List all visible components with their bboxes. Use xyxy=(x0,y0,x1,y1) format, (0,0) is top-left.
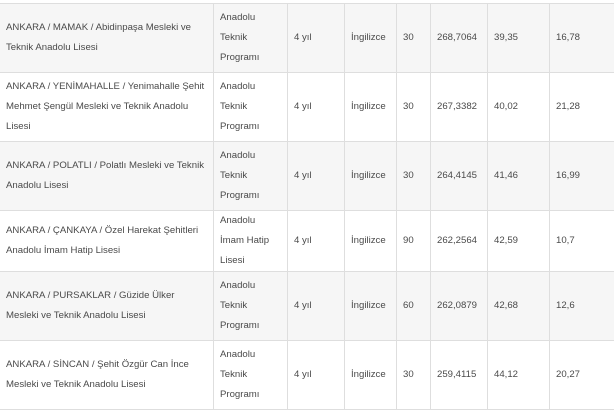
cell-score: 262,2564 xyxy=(431,211,488,272)
cell-pct1: 39,35 xyxy=(488,4,550,73)
cell-school: ANKARA / ÇANKAYA / Özel Harekat Şehitler… xyxy=(0,211,214,272)
cell-duration: 4 yıl xyxy=(288,73,345,142)
cell-school: ANKARA / MAMAK / Abidinpaşa Mesleki ve T… xyxy=(0,4,214,73)
cell-type: Anadolu Teknik Programı xyxy=(214,4,288,73)
cell-pct2: 21,28 xyxy=(550,73,614,142)
school-results-table: ANKARA / MAMAK / Abidinpaşa Mesleki ve T… xyxy=(0,3,614,410)
cell-pct1: 40,02 xyxy=(488,73,550,142)
cell-pct2: 16,78 xyxy=(550,4,614,73)
cell-score: 259,4115 xyxy=(431,341,488,410)
cell-pct1: 41,46 xyxy=(488,142,550,211)
cell-quota: 30 xyxy=(397,73,431,142)
cell-quota: 60 xyxy=(397,272,431,341)
cell-score: 267,3382 xyxy=(431,73,488,142)
cell-pct2: 12,6 xyxy=(550,272,614,341)
cell-score: 264,4145 xyxy=(431,142,488,211)
cell-pct2: 20,27 xyxy=(550,341,614,410)
table-row: ANKARA / SİNCAN / Şehit Özgür Can İnce M… xyxy=(0,341,614,410)
table-row: ANKARA / YENİMAHALLE / Yenimahalle Şehit… xyxy=(0,73,614,142)
cell-language: İngilizce xyxy=(345,4,397,73)
cell-pct1: 44,12 xyxy=(488,341,550,410)
cell-language: İngilizce xyxy=(345,341,397,410)
cell-language: İngilizce xyxy=(345,211,397,272)
cell-language: İngilizce xyxy=(345,73,397,142)
cell-duration: 4 yıl xyxy=(288,4,345,73)
cell-score: 268,7064 xyxy=(431,4,488,73)
cell-duration: 4 yıl xyxy=(288,272,345,341)
cell-pct1: 42,59 xyxy=(488,211,550,272)
cell-duration: 4 yıl xyxy=(288,341,345,410)
cell-duration: 4 yıl xyxy=(288,211,345,272)
cell-school: ANKARA / SİNCAN / Şehit Özgür Can İnce M… xyxy=(0,341,214,410)
cell-language: İngilizce xyxy=(345,272,397,341)
table-row: ANKARA / POLATLI / Polatlı Mesleki ve Te… xyxy=(0,142,614,211)
table-row: ANKARA / PURSAKLAR / Güzide Ülker Meslek… xyxy=(0,272,614,341)
cell-pct2: 10,7 xyxy=(550,211,614,272)
cell-type: Anadolu Teknik Programı xyxy=(214,272,288,341)
cell-duration: 4 yıl xyxy=(288,142,345,211)
cell-pct1: 42,68 xyxy=(488,272,550,341)
cell-pct2: 16,99 xyxy=(550,142,614,211)
cell-quota: 30 xyxy=(397,142,431,211)
cell-school: ANKARA / PURSAKLAR / Güzide Ülker Meslek… xyxy=(0,272,214,341)
cell-type: Anadolu Teknik Programı xyxy=(214,341,288,410)
table-row: ANKARA / MAMAK / Abidinpaşa Mesleki ve T… xyxy=(0,4,614,73)
cell-type: Anadolu Teknik Programı xyxy=(214,73,288,142)
table-row: ANKARA / ÇANKAYA / Özel Harekat Şehitler… xyxy=(0,211,614,272)
cell-quota: 90 xyxy=(397,211,431,272)
cell-type: Anadolu İmam Hatip Lisesi xyxy=(214,211,288,272)
cell-score: 262,0879 xyxy=(431,272,488,341)
cell-language: İngilizce xyxy=(345,142,397,211)
cell-type: Anadolu Teknik Programı xyxy=(214,142,288,211)
cell-school: ANKARA / POLATLI / Polatlı Mesleki ve Te… xyxy=(0,142,214,211)
cell-quota: 30 xyxy=(397,4,431,73)
cell-quota: 30 xyxy=(397,341,431,410)
cell-school: ANKARA / YENİMAHALLE / Yenimahalle Şehit… xyxy=(0,73,214,142)
